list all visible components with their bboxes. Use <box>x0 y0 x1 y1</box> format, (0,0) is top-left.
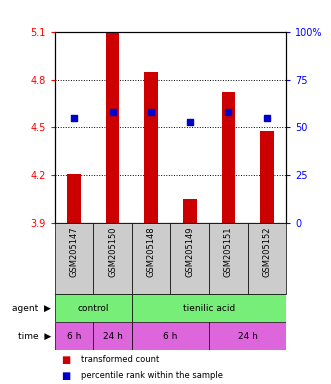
Text: ■: ■ <box>61 355 71 365</box>
Point <box>187 119 192 125</box>
Bar <box>106 33 119 223</box>
Point <box>71 115 76 121</box>
Text: tienilic acid: tienilic acid <box>183 304 235 313</box>
Point <box>226 109 231 115</box>
Text: GSM205151: GSM205151 <box>224 227 233 277</box>
Text: agent  ▶: agent ▶ <box>13 304 51 313</box>
Text: GSM205152: GSM205152 <box>262 227 271 277</box>
Text: 6 h: 6 h <box>67 332 81 341</box>
Point <box>264 115 270 121</box>
Point <box>149 109 154 115</box>
Bar <box>132 223 170 294</box>
Bar <box>209 223 248 294</box>
Bar <box>55 223 93 294</box>
Text: 24 h: 24 h <box>103 332 122 341</box>
Bar <box>55 294 132 322</box>
Text: GSM205149: GSM205149 <box>185 227 194 277</box>
Bar <box>67 174 81 223</box>
Point <box>110 109 115 115</box>
Bar <box>183 199 197 223</box>
Bar <box>170 223 209 294</box>
Bar <box>132 294 286 322</box>
Bar <box>55 322 93 350</box>
Text: GSM205148: GSM205148 <box>147 227 156 277</box>
Bar <box>93 322 132 350</box>
Text: transformed count: transformed count <box>81 355 159 364</box>
Bar <box>222 93 235 223</box>
Bar <box>144 72 158 223</box>
Text: 6 h: 6 h <box>163 332 178 341</box>
Text: GSM205150: GSM205150 <box>108 227 117 277</box>
Bar <box>132 322 209 350</box>
Text: time  ▶: time ▶ <box>18 332 51 341</box>
Text: percentile rank within the sample: percentile rank within the sample <box>81 371 223 380</box>
Text: GSM205147: GSM205147 <box>70 227 78 277</box>
Bar <box>260 131 274 223</box>
Bar <box>93 223 132 294</box>
Text: ■: ■ <box>61 371 71 381</box>
Bar <box>248 223 286 294</box>
Bar <box>209 322 286 350</box>
Text: control: control <box>77 304 109 313</box>
Text: 24 h: 24 h <box>238 332 258 341</box>
